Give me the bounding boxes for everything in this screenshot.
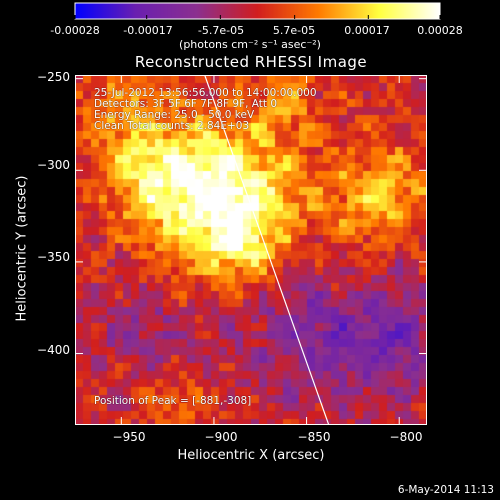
x-tick-label: −850 bbox=[297, 430, 331, 444]
detectors-annotation: Detectors: 3F 5F 6F 7F 8F 9F, Att 0 bbox=[94, 98, 278, 110]
plot-frame bbox=[75, 75, 427, 425]
x-tick-label: −900 bbox=[204, 430, 238, 444]
y-tick-label: −350 bbox=[37, 250, 70, 264]
peak-position-annotation: Position of Peak = [-881,-308] bbox=[94, 395, 252, 407]
time-range-annotation: 25-Jul-2012 13:56:56.000 to 14:00:00.000 bbox=[94, 87, 317, 99]
colorbar-bar bbox=[74, 2, 441, 20]
colorbar bbox=[74, 2, 441, 20]
date-stamp: 6-May-2014 11:13 bbox=[397, 484, 494, 496]
y-tick-label: −250 bbox=[37, 70, 70, 84]
clean-counts-annotation: Clean Total counts: 2.84E+03 bbox=[94, 120, 250, 132]
chart-title: Reconstructed RHESSI Image bbox=[134, 53, 368, 71]
colorbar-units-label: (photons cm⁻² s⁻¹ asec⁻²) bbox=[179, 38, 321, 51]
colorbar-tick-label: -5.7e-05 bbox=[197, 24, 245, 37]
x-axis-label: Heliocentric X (arcsec) bbox=[177, 448, 325, 463]
x-tick-label: −950 bbox=[112, 430, 146, 444]
y-tick-label: −400 bbox=[37, 343, 70, 357]
colorbar-tick-label: -0.00028 bbox=[50, 24, 100, 37]
y-axis-label: Heliocentric Y (arcsec) bbox=[14, 175, 30, 322]
solar-limb-line bbox=[204, 75, 330, 425]
y-tick-label: −300 bbox=[37, 158, 70, 172]
heatmap-image bbox=[75, 75, 427, 425]
axes-box bbox=[75, 75, 427, 425]
colorbar-tick-label: 0.00028 bbox=[417, 24, 463, 37]
colorbar-tick-label: -0.00017 bbox=[123, 24, 173, 37]
axis-tick-marks bbox=[75, 75, 427, 425]
x-tick-label: −800 bbox=[389, 430, 423, 444]
colorbar-ticks bbox=[74, 15, 441, 19]
colorbar-tick-label: 5.7e-05 bbox=[272, 24, 316, 37]
colorbar-tick-label: 0.00017 bbox=[344, 24, 390, 37]
energy-range-annotation: Energy Range: 25.0 - 50.0 keV bbox=[94, 109, 255, 121]
plot-area: 25-Jul-2012 13:56:56.000 to 14:00:00.000… bbox=[75, 75, 427, 425]
